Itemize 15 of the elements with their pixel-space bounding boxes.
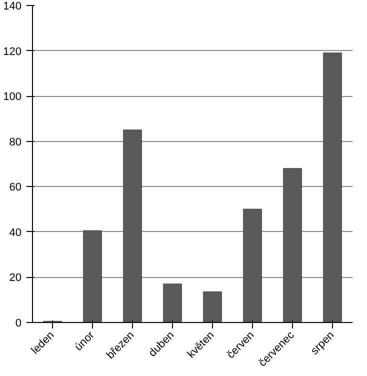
y-tick-label: 120 xyxy=(3,46,22,58)
y-tick-label: 140 xyxy=(3,0,22,12)
bar xyxy=(163,284,182,322)
bar xyxy=(83,230,102,322)
bar xyxy=(323,52,342,322)
y-tick-label: 80 xyxy=(9,136,22,148)
y-tick-label: 0 xyxy=(15,318,22,330)
y-tick-label: 40 xyxy=(9,226,22,239)
bar xyxy=(243,208,262,322)
y-tick-label: 20 xyxy=(9,272,22,284)
y-tick-label: 60 xyxy=(9,182,22,194)
bar xyxy=(203,291,222,322)
bar xyxy=(283,168,302,322)
y-tick-label: 100 xyxy=(3,91,22,104)
bar xyxy=(123,130,142,322)
